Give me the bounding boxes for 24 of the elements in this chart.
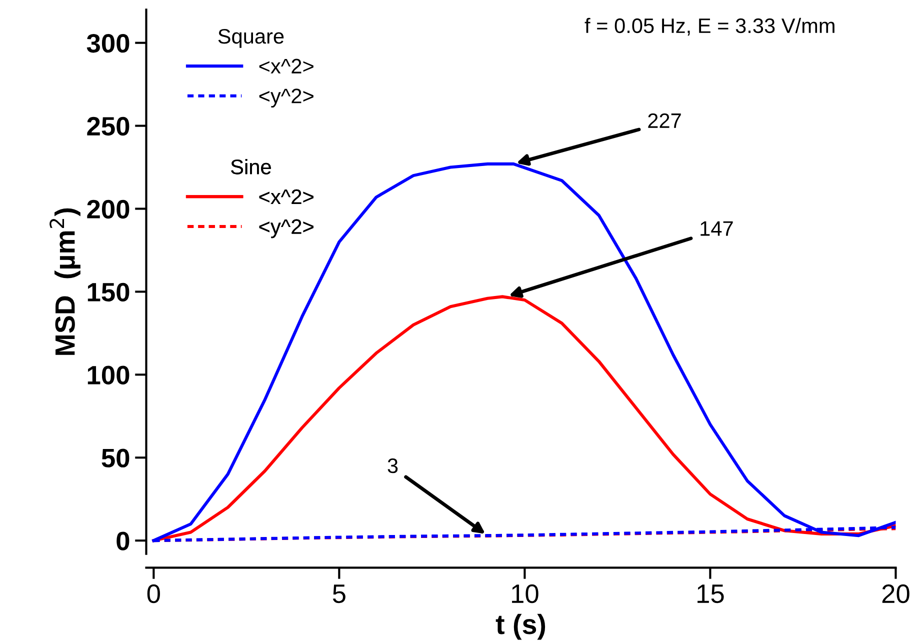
y-tick-label: 0	[116, 532, 130, 550]
annotation: 147	[700, 221, 733, 236]
y-tick-label: 100	[88, 366, 130, 384]
x-tick-label: 20	[882, 584, 910, 604]
y-tick-label: 250	[87, 116, 130, 136]
annotation: f = 0.05 Hz, E = 3.33 V/mm	[584, 18, 834, 36]
y-tick-label: 200	[87, 200, 130, 219]
annotation: 227	[648, 113, 681, 128]
legend-label: <x^2>	[259, 189, 314, 204]
x-axis-title: t (s)	[496, 614, 546, 640]
y-tick-label: 300	[86, 34, 130, 53]
legend-label: <y^2>	[259, 88, 314, 108]
legend-label: <y^2>	[259, 219, 314, 238]
y-tick-label: 150	[88, 282, 130, 302]
text: Square	[218, 28, 284, 48]
x-tick-label: 0	[147, 584, 160, 604]
y-tick-label: 50	[102, 448, 130, 468]
annotation: 3	[388, 458, 398, 474]
text: Sine	[231, 159, 271, 174]
x-tick-label: 5	[332, 584, 346, 604]
y-axis-title: MSD (µm$^{2}$)	[50, 208, 80, 355]
legend-label: <x^2>	[259, 58, 314, 74]
x-tick-label: 10	[512, 584, 538, 604]
x-tick-label: 15	[698, 584, 724, 604]
